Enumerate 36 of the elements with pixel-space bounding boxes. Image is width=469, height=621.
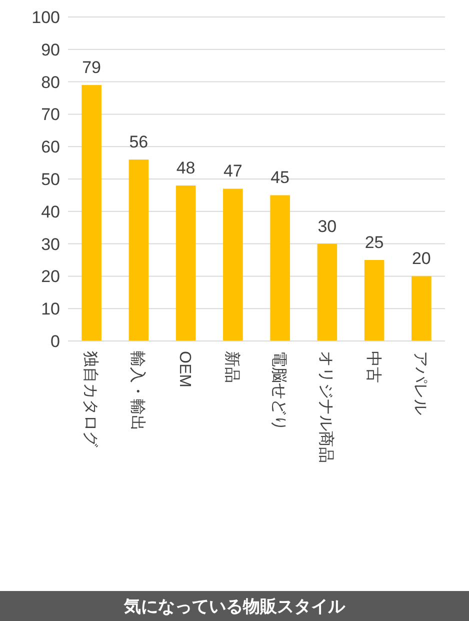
x-tick-label: 中古 xyxy=(364,351,382,383)
x-tick-label: 電脳せどり xyxy=(270,351,288,431)
bar xyxy=(270,195,290,341)
y-tick-label: 100 xyxy=(32,8,60,27)
y-tick-label: 10 xyxy=(41,300,60,319)
data-label: 25 xyxy=(364,233,384,252)
y-tick-label: 0 xyxy=(50,332,60,351)
x-tick-label: オリジナル商品 xyxy=(317,351,336,463)
bar xyxy=(317,244,338,341)
y-tick-label: 30 xyxy=(41,234,60,254)
data-label: 56 xyxy=(129,132,148,152)
y-tick-label: 60 xyxy=(41,138,60,157)
data-label: 45 xyxy=(270,168,290,188)
y-tick-label: 20 xyxy=(41,267,60,286)
y-tick-label: 80 xyxy=(41,72,60,92)
x-tick-label: アパレル xyxy=(411,351,428,415)
x-tick-label: 新品 xyxy=(222,351,241,383)
bar xyxy=(176,185,196,341)
y-tick-label: 50 xyxy=(41,170,60,189)
bar xyxy=(223,188,243,341)
data-label: 79 xyxy=(82,58,102,78)
data-label: 47 xyxy=(223,162,242,181)
x-tick-label: 輸入・輸出 xyxy=(128,351,147,431)
data-label: 20 xyxy=(412,249,431,268)
bar xyxy=(82,85,102,341)
y-tick-label: 90 xyxy=(41,40,60,60)
y-tick-label: 40 xyxy=(41,202,60,222)
text: 気になっている物販スタイル xyxy=(123,597,346,616)
x-tick-label: OEM xyxy=(176,351,193,388)
bar xyxy=(128,160,149,341)
bar xyxy=(412,276,432,341)
data-label: 30 xyxy=(318,216,337,236)
x-tick-label: 独自カタログ xyxy=(82,351,100,448)
data-label: 48 xyxy=(176,158,196,178)
y-tick-label: 70 xyxy=(41,105,60,124)
bar xyxy=(364,260,384,341)
